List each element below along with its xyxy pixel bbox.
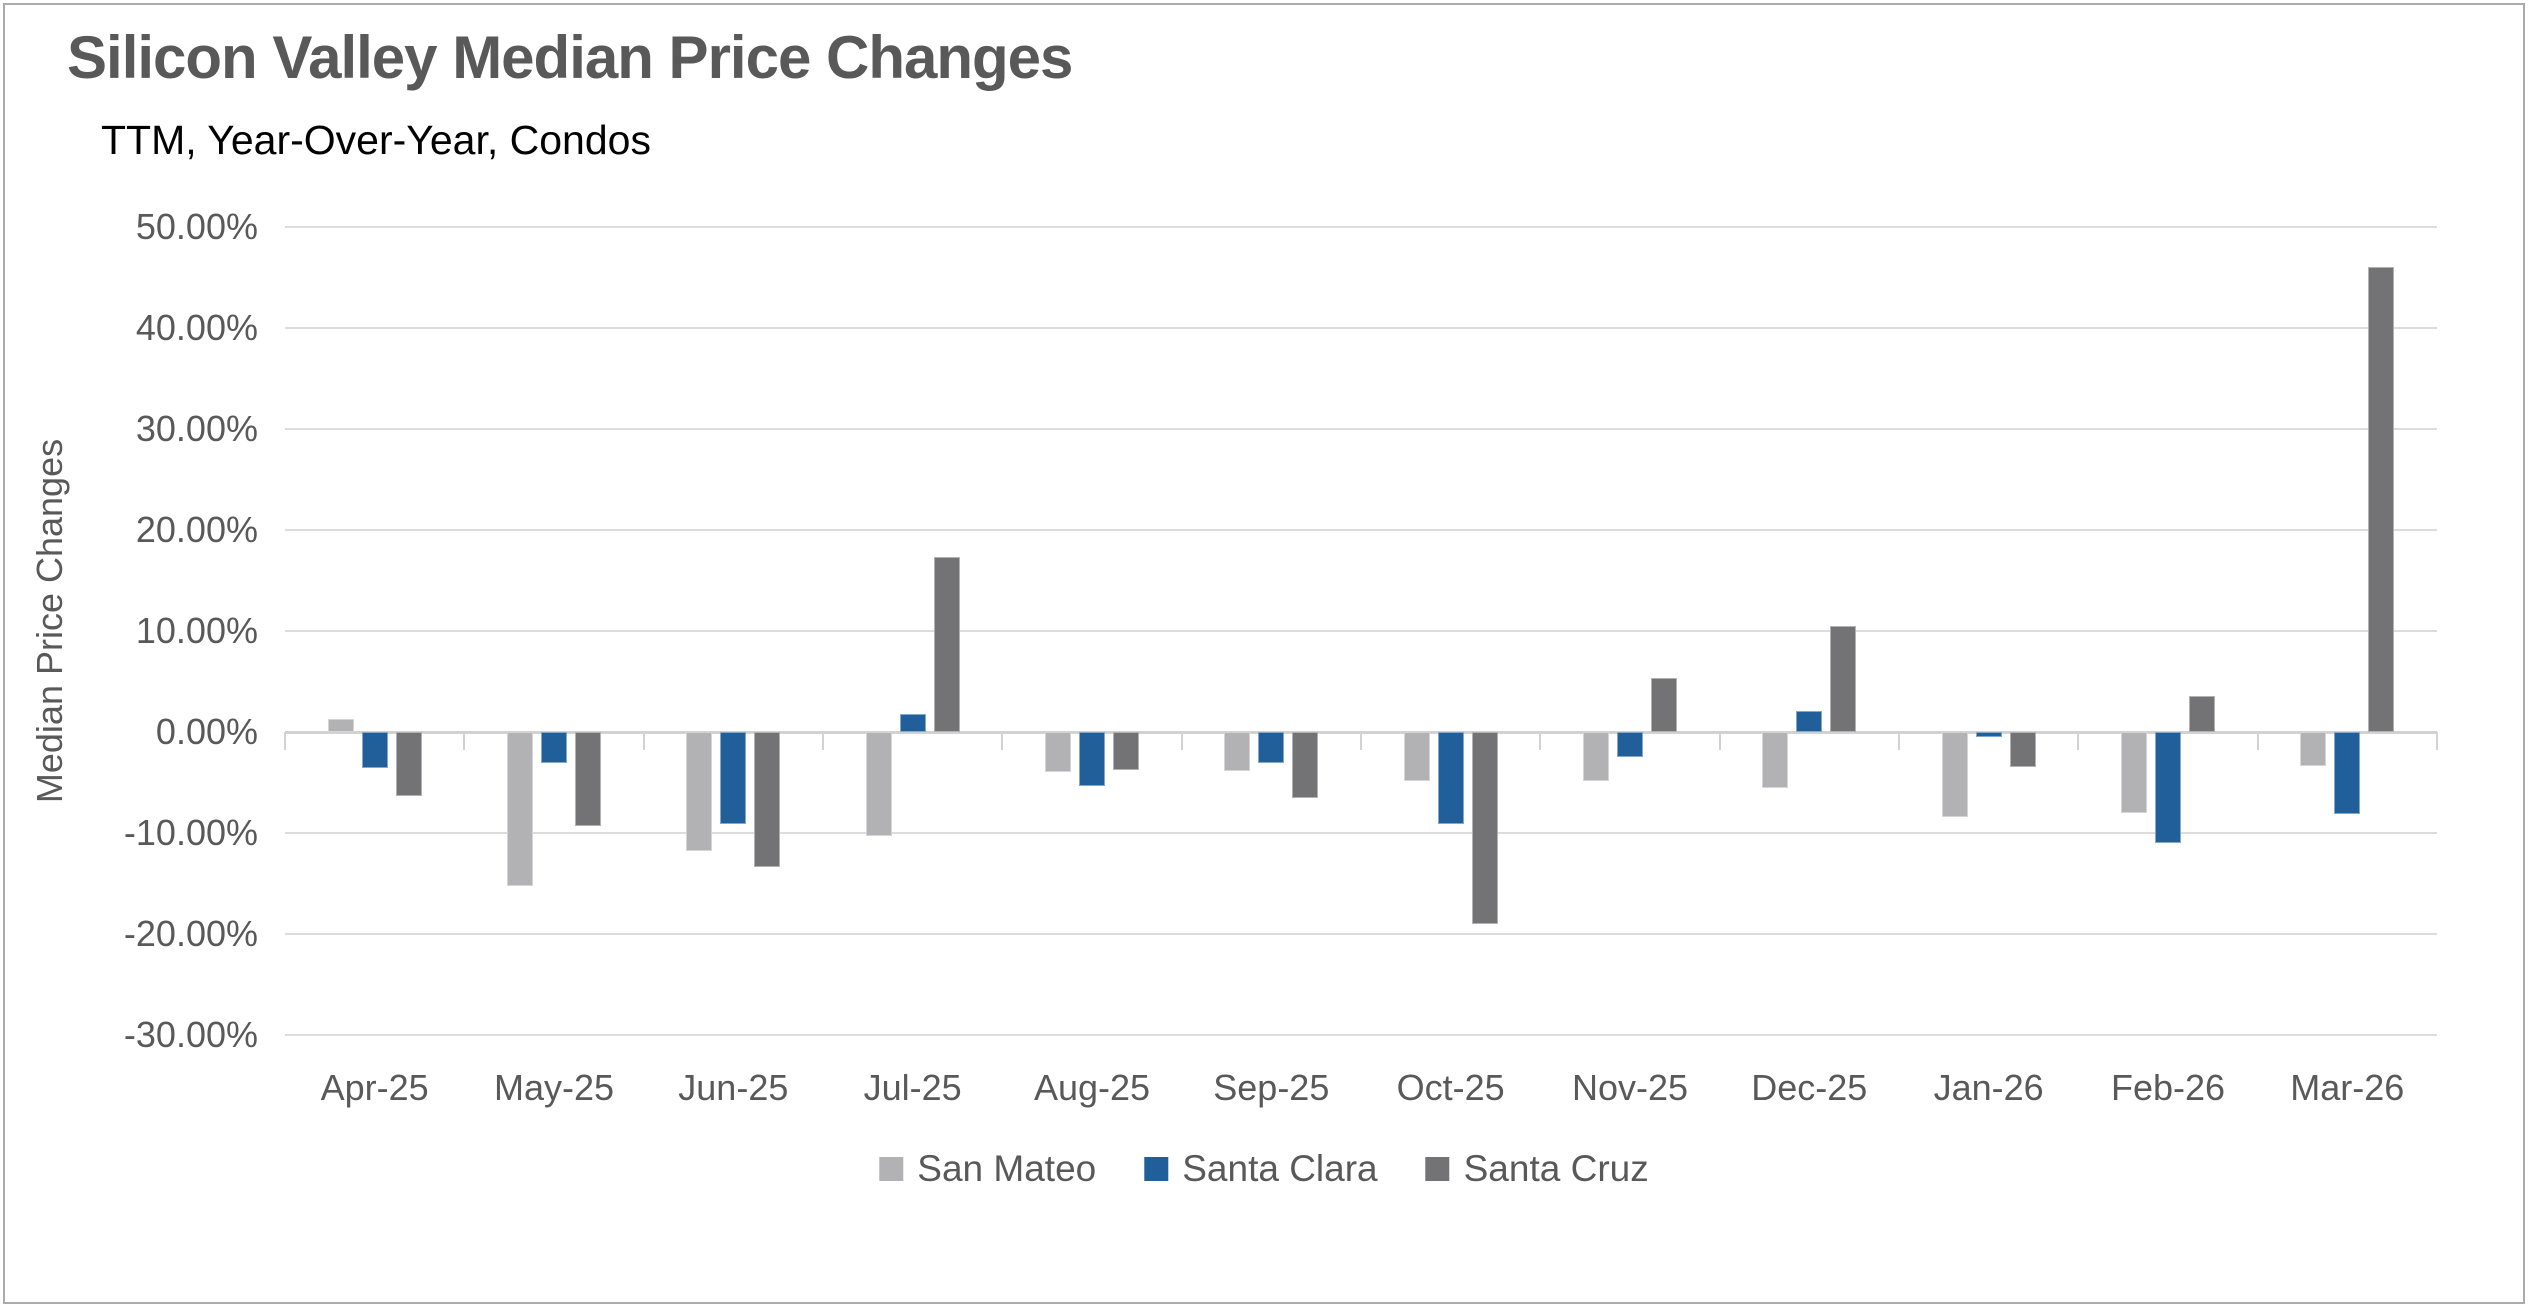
bar-santa-cruz-aug-25 bbox=[1113, 732, 1139, 771]
x-axis-label-aug-25: Aug-25 bbox=[1033, 1067, 1151, 1108]
bar-santa-clara-jul-25 bbox=[899, 713, 926, 732]
gridline bbox=[285, 832, 2437, 834]
legend-item-santa-clara: Santa Clara bbox=[1144, 1148, 1378, 1190]
bar-santa-cruz-jun-25 bbox=[754, 732, 781, 868]
bar-san-mateo-sep-25 bbox=[1224, 732, 1251, 772]
bar-santa-cruz-may-25 bbox=[575, 732, 601, 826]
x-axis-label-feb-26: Feb-26 bbox=[2110, 1067, 2226, 1108]
y-axis-tick-label: 20.00% bbox=[135, 509, 258, 550]
bar-santa-clara-oct-25 bbox=[1437, 732, 1464, 824]
axis-tick bbox=[1718, 732, 1721, 750]
chart-subtitle: TTM, Year-Over-Year, Condos bbox=[101, 117, 651, 163]
bar-san-mateo-aug-25 bbox=[1045, 732, 1071, 773]
bar-san-mateo-jun-25 bbox=[686, 732, 713, 852]
gridline bbox=[285, 428, 2437, 430]
bar-santa-clara-mar-26 bbox=[2334, 732, 2361, 814]
bar-san-mateo-apr-25 bbox=[327, 718, 354, 732]
bar-santa-clara-nov-25 bbox=[1617, 732, 1643, 758]
axis-tick bbox=[1898, 732, 1900, 750]
legend-label-santa-clara: Santa Clara bbox=[1182, 1148, 1378, 1189]
axis-tick bbox=[1360, 732, 1362, 750]
y-axis-tick-label: 10.00% bbox=[135, 610, 258, 651]
x-axis-label-jul-25: Jul-25 bbox=[863, 1067, 962, 1108]
axis-tick bbox=[284, 732, 286, 750]
axis-tick bbox=[2436, 732, 2438, 750]
bar-san-mateo-mar-26 bbox=[2300, 732, 2327, 767]
bar-santa-clara-feb-26 bbox=[2155, 732, 2181, 844]
bar-santa-cruz-oct-25 bbox=[1471, 732, 1498, 924]
axis-tick bbox=[642, 732, 645, 750]
y-axis-tick-label: 30.00% bbox=[135, 408, 258, 449]
legend: San Mateo Santa Clara Santa Cruz bbox=[879, 1148, 1649, 1190]
gridline bbox=[285, 933, 2437, 935]
bar-santa-clara-jun-25 bbox=[720, 732, 747, 824]
chart-title: Silicon Valley Median Price Changes bbox=[67, 24, 1073, 91]
y-axis-tick-label: 40.00% bbox=[135, 307, 258, 348]
bar-santa-cruz-dec-25 bbox=[1830, 625, 1857, 732]
legend-item-santa-cruz: Santa Cruz bbox=[1425, 1148, 1649, 1190]
bar-santa-cruz-feb-26 bbox=[2189, 695, 2215, 732]
bar-santa-clara-aug-25 bbox=[1079, 732, 1105, 786]
bar-san-mateo-dec-25 bbox=[1762, 732, 1789, 788]
bar-santa-cruz-nov-25 bbox=[1651, 678, 1677, 732]
y-axis-tick-label: -20.00% bbox=[123, 913, 258, 954]
bar-santa-clara-sep-25 bbox=[1258, 732, 1285, 764]
axis-tick bbox=[2077, 732, 2080, 750]
bar-santa-cruz-jul-25 bbox=[933, 557, 960, 732]
x-axis-label-mar-26: Mar-26 bbox=[2290, 1067, 2405, 1108]
bar-san-mateo-oct-25 bbox=[1403, 732, 1430, 782]
bar-santa-clara-dec-25 bbox=[1796, 710, 1823, 732]
legend-label-santa-cruz: Santa Cruz bbox=[1463, 1148, 1649, 1189]
bar-santa-clara-jan-26 bbox=[1975, 732, 2002, 738]
axis-tick bbox=[822, 732, 824, 750]
plot-area: 50.00% 40.00% 30.00% 20.00% 10.00% 0.00% -10.0… bbox=[124, 206, 2438, 1108]
axis-tick bbox=[1001, 732, 1004, 750]
bar-san-mateo-nov-25 bbox=[1583, 732, 1609, 782]
bar-san-mateo-feb-26 bbox=[2121, 732, 2147, 813]
x-axis-label-may-25: May-25 bbox=[493, 1067, 615, 1108]
y-axis-tick-label: -30.00% bbox=[123, 1014, 258, 1055]
bar-santa-cruz-sep-25 bbox=[1292, 732, 1319, 798]
bar-santa-cruz-jan-26 bbox=[2009, 732, 2036, 768]
y-axis-tick-label: 50.00% bbox=[135, 206, 258, 247]
gridline bbox=[285, 529, 2437, 531]
gridline bbox=[285, 226, 2437, 228]
axis-tick bbox=[2256, 732, 2259, 750]
x-axis-label-sep-25: Sep-25 bbox=[1213, 1067, 1330, 1108]
bar-santa-cruz-mar-26 bbox=[2368, 267, 2395, 732]
axis-tick bbox=[1180, 732, 1183, 750]
gridline bbox=[285, 630, 2437, 632]
bar-santa-clara-apr-25 bbox=[361, 732, 388, 769]
x-axis-label-apr-25: Apr-25 bbox=[320, 1067, 429, 1108]
santa-cruz-swatch-icon bbox=[1425, 1157, 1450, 1181]
bar-san-mateo-jul-25 bbox=[865, 732, 892, 837]
x-axis-label-dec-25: Dec-25 bbox=[1751, 1067, 1868, 1108]
x-axis-label-nov-25: Nov-25 bbox=[1571, 1067, 1689, 1108]
santa-clara-swatch-icon bbox=[1144, 1157, 1169, 1181]
x-axis-label-jun-25: Jun-25 bbox=[678, 1067, 789, 1108]
bar-san-mateo-jan-26 bbox=[1941, 732, 1968, 817]
axis-tick bbox=[1539, 732, 1542, 750]
y-axis-tick-label: -10.00% bbox=[123, 812, 258, 853]
y-axis-tick-label: 0.00% bbox=[155, 711, 258, 752]
bar-santa-cruz-apr-25 bbox=[395, 732, 422, 796]
bar-san-mateo-may-25 bbox=[507, 732, 533, 886]
legend-label-san-mateo: San Mateo bbox=[917, 1148, 1097, 1189]
chart-frame: Silicon Valley Median Price Changes TTM,… bbox=[3, 3, 2525, 1304]
axis-tick bbox=[463, 732, 466, 750]
legend-item-san-mateo: San Mateo bbox=[879, 1148, 1096, 1190]
x-axis-label-oct-25: Oct-25 bbox=[1396, 1067, 1505, 1108]
x-axis-label-jan-26: Jan-26 bbox=[1933, 1067, 2044, 1108]
gridline bbox=[285, 1034, 2437, 1036]
bar-santa-clara-may-25 bbox=[541, 732, 567, 764]
san-mateo-swatch-icon bbox=[879, 1157, 904, 1181]
gridline bbox=[285, 327, 2437, 329]
